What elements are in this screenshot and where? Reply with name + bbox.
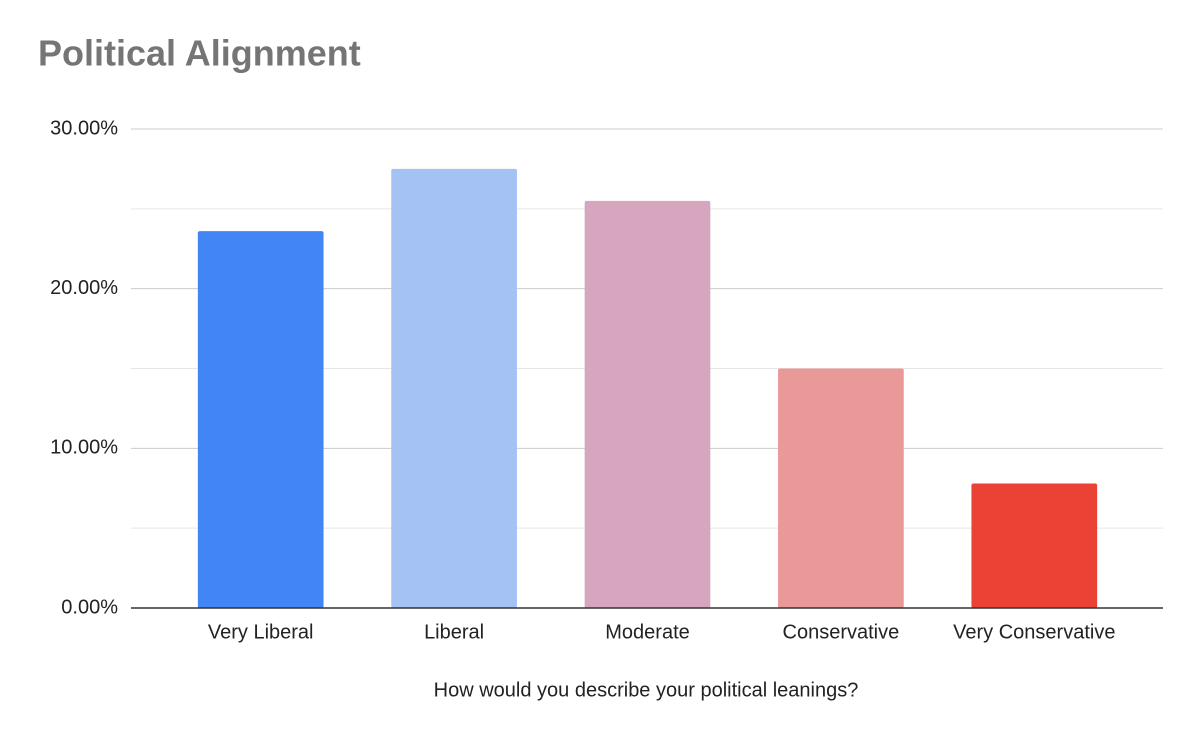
y-tick-label: 10.00% (50, 437, 118, 459)
bar (778, 368, 904, 608)
y-tick-label: 20.00% (50, 277, 118, 299)
bar (971, 483, 1098, 608)
x-tick-label: Conservative (783, 621, 900, 643)
y-tick-label: 30.00% (50, 117, 118, 139)
x-tick-label: Very Conservative (953, 621, 1115, 643)
x-tick-label: Liberal (424, 621, 484, 643)
x-tick-label: Very Liberal (208, 621, 314, 643)
bar (197, 231, 324, 609)
bar (584, 200, 711, 608)
x-tick-label: Moderate (605, 621, 690, 643)
chart-title: Political Alignment (38, 33, 361, 74)
y-tick-label: 0.00% (61, 596, 118, 618)
bar (391, 168, 517, 608)
x-axis-title: How would you describe your political le… (434, 679, 859, 701)
